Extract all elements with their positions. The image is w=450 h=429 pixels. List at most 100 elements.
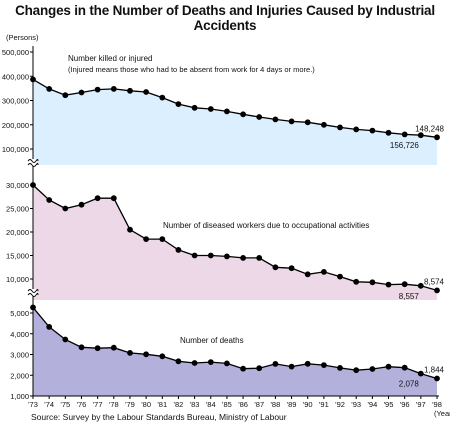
point-injured-25 [434, 134, 440, 141]
point-deaths-9 [175, 358, 182, 365]
point-deaths-2 [62, 336, 69, 343]
ytick-label-deaths-2: 3,000 [10, 351, 29, 360]
point-injured-16 [288, 118, 295, 125]
point-injured-5 [110, 86, 117, 92]
area-fill-deaths [33, 307, 437, 396]
point-deaths-18 [321, 362, 327, 368]
point-deaths-22 [385, 363, 392, 370]
xtick-label-19: '92 [335, 400, 345, 409]
xtick-label-21: '94 [367, 400, 377, 409]
point-deaths-14 [256, 365, 263, 372]
point-diseased-22 [385, 281, 392, 288]
ytick-label-diseased-4: 30,000 [6, 181, 29, 190]
xtick-label-3: '76 [77, 400, 87, 409]
point-diseased-11 [207, 252, 214, 259]
xtick-label-15: '88 [271, 400, 281, 409]
point-diseased-2 [62, 205, 69, 212]
axis-break-mark-top-0 [27, 159, 39, 163]
ytick-label-deaths-4: 5,000 [10, 309, 29, 318]
ytick-label-injured-1: 200,000 [2, 121, 29, 130]
point-deaths-15 [272, 361, 279, 367]
point-injured-22 [385, 129, 392, 136]
point-diseased-0 [30, 182, 36, 188]
point-deaths-3 [78, 344, 85, 351]
point-diseased-23 [401, 281, 408, 288]
point-diseased-1 [46, 197, 53, 203]
series-lines [30, 76, 440, 382]
point-deaths-6 [127, 350, 133, 356]
point-deaths-23 [401, 364, 408, 371]
point-deaths-20 [353, 367, 360, 374]
point-diseased-12 [224, 253, 230, 260]
point-diseased-15 [272, 264, 279, 271]
xtick-label-20: '93 [351, 400, 361, 409]
xtick-label-18: '91 [319, 400, 329, 409]
point-injured-1 [46, 86, 53, 92]
data-label-diseased-24: 8,557 [399, 292, 420, 301]
point-deaths-5 [110, 344, 117, 351]
point-diseased-14 [256, 255, 263, 261]
ytick-label-deaths-0: 1,000 [10, 392, 29, 401]
point-injured-18 [321, 121, 327, 128]
axis-break-mark-bottom-1 [27, 293, 39, 297]
data-label-deaths-25: 1,844 [424, 365, 445, 374]
ytick-label-injured-3: 400,000 [2, 72, 29, 81]
xtick-label-1: '74 [44, 400, 54, 409]
axis-break-mark-bottom-0 [27, 163, 39, 167]
xtick-label-10: '83 [190, 400, 200, 409]
ytick-label-injured-4: 500,000 [2, 48, 29, 57]
point-injured-0 [30, 76, 36, 83]
xtick-label-8: '81 [157, 400, 167, 409]
xtick-label-16: '89 [287, 400, 297, 409]
data-label-injured-25: 148,248 [415, 124, 444, 133]
chart-title: Changes in the Number of Deaths and Inju… [15, 3, 435, 33]
point-diseased-19 [337, 273, 343, 280]
data-label-deaths-24: 2,078 [399, 380, 420, 389]
area-fill-injured [33, 79, 437, 165]
point-deaths-4 [94, 345, 101, 352]
ytick-label-deaths-1: 2,000 [10, 371, 29, 380]
xtick-label-13: '86 [238, 400, 248, 409]
point-deaths-21 [369, 366, 376, 372]
point-deaths-13 [240, 365, 247, 372]
xtick-label-14: '87 [254, 400, 264, 409]
point-diseased-16 [288, 265, 295, 272]
point-injured-19 [337, 124, 343, 131]
ytick-label-diseased-1: 15,000 [6, 252, 29, 261]
point-deaths-25 [434, 375, 440, 382]
xtick-label-23: '96 [400, 400, 410, 409]
y-axis-label: (Persons) [6, 33, 39, 42]
xtick-label-7: '80 [141, 400, 151, 409]
point-deaths-10 [191, 360, 198, 366]
point-deaths-12 [224, 360, 230, 367]
point-diseased-25 [434, 287, 440, 294]
chart-source: Source: Survey by the Labour Standards B… [31, 412, 287, 422]
xtick-label-22: '95 [384, 400, 394, 409]
point-injured-13 [240, 111, 247, 118]
point-deaths-1 [46, 324, 53, 330]
annotation-injured-note: (Injured means those who had to be absen… [68, 65, 315, 74]
point-injured-12 [224, 108, 230, 115]
point-injured-14 [256, 114, 263, 120]
point-diseased-13 [240, 255, 247, 261]
point-diseased-18 [321, 269, 327, 275]
xtick-label-6: '79 [125, 400, 135, 409]
point-injured-10 [191, 104, 198, 111]
data-label-diseased-25: 8,574 [424, 277, 445, 286]
point-diseased-4 [94, 195, 101, 202]
point-diseased-10 [191, 252, 198, 259]
area-fill-diseased [33, 185, 437, 300]
annotation-diseased: Number of diseased workers due to occupa… [163, 221, 369, 230]
point-injured-21 [369, 127, 376, 134]
point-deaths-16 [288, 363, 295, 370]
xtick-label-2: '75 [60, 400, 70, 409]
point-injured-6 [127, 87, 133, 94]
point-diseased-5 [110, 195, 117, 202]
ytick-label-injured-2: 300,000 [2, 97, 29, 106]
point-injured-15 [272, 116, 279, 123]
xtick-label-25: '98 [432, 400, 442, 409]
xtick-label-0: '73 [28, 400, 38, 409]
point-injured-11 [207, 106, 214, 112]
xtick-label-5: '78 [109, 400, 119, 409]
